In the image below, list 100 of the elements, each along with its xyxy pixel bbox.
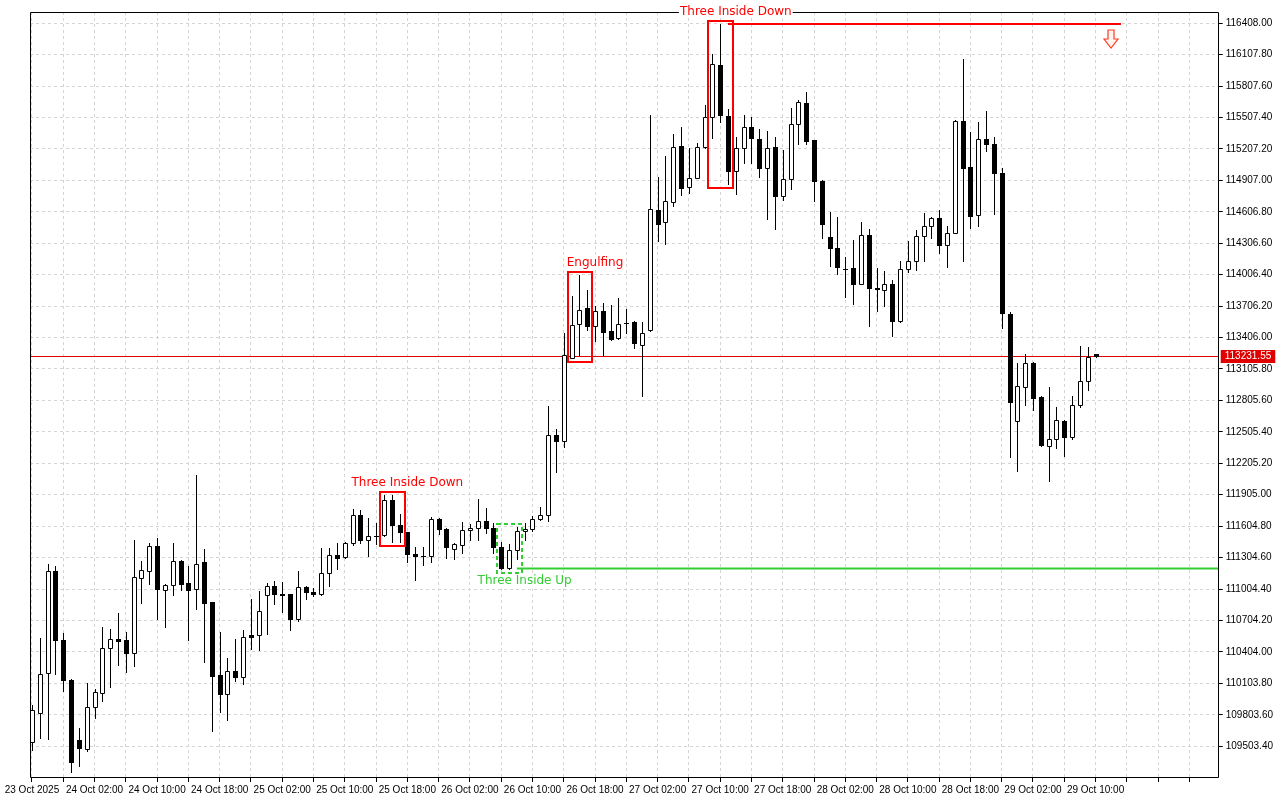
candlestick: [194, 474, 199, 611]
y-tick-label: 115207.20: [1225, 142, 1273, 154]
y-tick-label: 109803.60: [1225, 708, 1274, 720]
candlestick: [882, 270, 887, 308]
candlestick: [695, 142, 700, 180]
candlestick: [233, 638, 238, 683]
candlestick: [429, 516, 434, 564]
candlestick: [929, 216, 934, 240]
candlestick: [225, 657, 230, 722]
y-tick-label: 111004.40: [1225, 582, 1272, 594]
candlestick: [382, 494, 387, 538]
candlestick: [546, 405, 551, 523]
candlestick: [710, 53, 715, 140]
y-tick-label: 110404.00: [1225, 645, 1273, 657]
y-tick-label: 113706.20: [1225, 299, 1273, 311]
y-tick-label: 116408.00: [1225, 16, 1273, 28]
y-tick-label: 110704.20: [1225, 614, 1273, 626]
candlestick: [570, 295, 575, 360]
candlestick: [460, 521, 465, 555]
y-tick-label: 109503.40: [1225, 739, 1274, 751]
candlestick: [914, 229, 919, 272]
candlestick: [373, 522, 380, 546]
candlestick: [593, 305, 598, 343]
ref-line-label: 113231.55: [1224, 350, 1272, 362]
candlestick: [139, 560, 144, 605]
candlestick: [163, 583, 168, 629]
candlestick: [1078, 345, 1083, 409]
candlestick: [186, 565, 191, 642]
candlestick: [420, 546, 427, 567]
candlestick: [922, 212, 927, 263]
candlestick: [366, 517, 371, 558]
candlestick: [241, 629, 246, 686]
candlestick: [46, 563, 51, 741]
y-tick-label: 111604.80: [1225, 519, 1272, 531]
candlestick: [562, 332, 567, 449]
candlestick: [554, 428, 559, 474]
candlestick: [961, 58, 966, 263]
candlestick: [859, 221, 864, 286]
candlestick: [93, 688, 98, 720]
candlestick: [1015, 362, 1020, 473]
y-tick-label: 115807.60: [1225, 79, 1273, 91]
x-tick-label: 29 Oct 10:00: [1066, 783, 1125, 795]
candlestick: [828, 211, 833, 268]
candlestick: [515, 526, 520, 561]
y-tick-label: 114907.00: [1225, 174, 1273, 186]
candlestick: [507, 543, 512, 571]
candlestick: [147, 542, 152, 586]
y-tick-label: 112805.60: [1225, 394, 1273, 406]
candlestick: [249, 598, 254, 651]
candlestick: [875, 267, 880, 313]
annotation: Engulfing: [566, 255, 624, 270]
candlestick: [476, 498, 481, 542]
x-tick-label: 27 Oct 02:00: [628, 783, 687, 795]
candlestick: [742, 114, 747, 165]
candlestick: [280, 581, 285, 614]
candlestick: [1047, 386, 1052, 483]
x-tick-label: 26 Oct 18:00: [566, 783, 625, 795]
x-tick-label: 25 Oct 02:00: [253, 783, 312, 795]
candlestick: [765, 130, 770, 221]
candlestick: [609, 304, 614, 342]
y-tick-label: 114606.80: [1225, 205, 1273, 217]
y-tick-label: 111304.60: [1225, 551, 1272, 563]
y-tick-label: 110103.80: [1225, 677, 1273, 689]
x-tick-label: 24 Oct 18:00: [191, 783, 249, 795]
candlestick: [906, 240, 911, 274]
y-tick-label: 111905.00: [1225, 488, 1272, 500]
candlestick: [749, 116, 754, 165]
candlestick: [1023, 353, 1028, 407]
y-tick-label: 112505.40: [1225, 425, 1273, 437]
y-tick-label: 113105.80: [1225, 362, 1273, 374]
candlestick: [781, 149, 786, 202]
candlestick: [484, 507, 489, 535]
candlestick: [413, 546, 418, 582]
candlestick: [663, 155, 668, 246]
candlestick: [108, 628, 113, 689]
x-tick-label: 27 Oct 10:00: [691, 783, 750, 795]
candlestick: [945, 225, 950, 269]
candlestick: [577, 274, 582, 357]
y-tick-label: 114306.60: [1225, 237, 1273, 249]
candlestick: [734, 136, 739, 196]
x-tick-label: 26 Oct 10:00: [503, 783, 562, 795]
candlestick: [257, 590, 262, 652]
candlestick: [984, 110, 989, 153]
x-tick-label: 28 Oct 02:00: [816, 783, 875, 795]
y-tick-label: 116107.80: [1225, 48, 1273, 60]
candlestick: [842, 256, 849, 299]
candlestick: [1070, 395, 1075, 441]
candlestick: [351, 508, 356, 547]
candlestick: [789, 107, 794, 191]
candlestick: [616, 297, 621, 341]
candlestick: [398, 513, 403, 544]
candlestick: [623, 308, 630, 335]
annotation: Three Inside Up: [476, 572, 572, 587]
candlestick: [687, 147, 692, 195]
candlestick: [265, 582, 270, 636]
candlestick: [640, 321, 645, 398]
x-tick-label: 28 Oct 18:00: [941, 783, 1000, 795]
candlestick: [296, 570, 301, 623]
y-tick-label: 115507.40: [1225, 111, 1273, 123]
y-tick-label: 114006.40: [1225, 268, 1273, 280]
